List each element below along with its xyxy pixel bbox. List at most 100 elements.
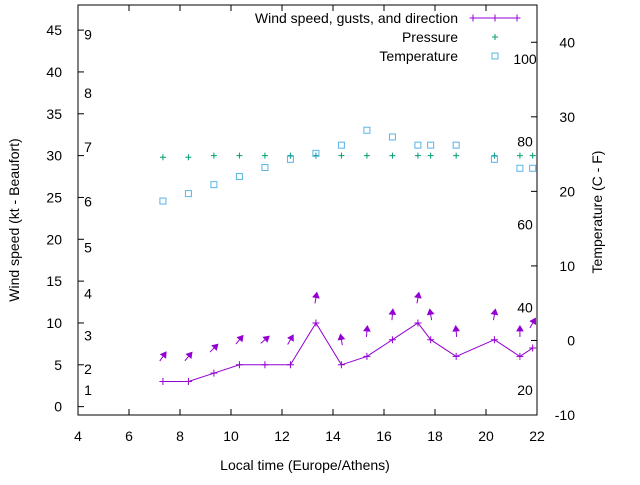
fahrenheit-label: 40 — [517, 299, 533, 315]
beaufort-label: 2 — [84, 361, 92, 377]
y-left-tick-label: 15 — [46, 273, 62, 289]
temperature-point — [210, 181, 218, 189]
wind-point — [210, 369, 218, 377]
wind-direction-arrowhead — [490, 308, 499, 316]
temperature-point — [363, 126, 371, 134]
x-tick-label: 12 — [274, 428, 290, 444]
temperature-point — [235, 172, 243, 180]
x-tick-label: 20 — [478, 428, 494, 444]
plot-frame — [77, 4, 538, 416]
legend-label: Wind speed, gusts, and direction — [255, 10, 458, 26]
x-tick-label: 14 — [325, 428, 341, 444]
y-right-tick-label: 40 — [559, 34, 575, 50]
beaufort-label: 9 — [84, 26, 92, 42]
wind-point — [529, 344, 537, 352]
fahrenheit-label: 20 — [517, 382, 533, 398]
y-left-tick-label: 40 — [46, 64, 62, 80]
legend-label: Temperature — [379, 48, 458, 64]
y-axis-right-label: Temperature (C - F) — [589, 151, 605, 274]
pressure-point — [236, 152, 243, 159]
y-right-tick-label: -10 — [555, 407, 575, 423]
temperature-point — [388, 133, 396, 141]
legend-wind-swatch-start — [469, 14, 477, 22]
y-left-tick-label: 30 — [46, 148, 62, 164]
beaufort-label: 3 — [84, 328, 92, 344]
y-right-tick-label: 10 — [559, 258, 575, 274]
wind-point — [312, 319, 320, 327]
wind-direction-arrowhead — [236, 334, 244, 343]
wind-direction-arrowhead — [388, 308, 397, 316]
x-tick-label: 10 — [223, 428, 239, 444]
y-axis-left-label: Wind speed (kt - Beaufort) — [6, 138, 22, 301]
y-left-tick-label: 35 — [46, 106, 62, 122]
wind-point — [184, 378, 192, 386]
y-right-tick-label: 0 — [567, 332, 575, 348]
pressure-point — [529, 152, 536, 159]
temperature-point — [529, 164, 537, 172]
temperature-point — [516, 164, 524, 172]
pressure-point — [312, 152, 319, 159]
wind-direction-arrowhead — [337, 333, 346, 341]
pressure-point — [261, 152, 268, 159]
temperature-point — [452, 141, 460, 149]
wind-direction-arrowhead — [426, 308, 435, 316]
temperature-point — [337, 141, 345, 149]
wind-direction-arrowhead — [312, 291, 320, 299]
pressure-point — [287, 152, 294, 159]
pressure-point — [185, 154, 192, 161]
legend-wind-swatch-end — [513, 14, 521, 22]
x-axis-label: Local time (Europe/Athens) — [220, 457, 390, 473]
wind-point — [516, 352, 524, 360]
legend-label: Pressure — [402, 29, 458, 45]
wind-direction-arrowhead — [452, 324, 461, 332]
beaufort-label: 1 — [84, 382, 92, 398]
pressure-point — [453, 152, 460, 159]
wind-direction-arrowhead — [159, 351, 167, 359]
wind-point — [452, 352, 460, 360]
wind-point — [337, 361, 345, 369]
y-left-tick-label: 25 — [46, 189, 62, 205]
beaufort-label: 4 — [84, 286, 92, 302]
beaufort-label: 5 — [84, 240, 92, 256]
temperature-point — [312, 149, 320, 157]
x-tick-label: 18 — [427, 428, 443, 444]
beaufort-label: 6 — [84, 194, 92, 210]
y-right-tick-label: 30 — [559, 109, 575, 125]
pressure-point — [363, 152, 370, 159]
wind-point — [286, 361, 294, 369]
temperature-point — [427, 141, 435, 149]
wind-direction-arrowhead — [529, 317, 537, 326]
pressure-point — [427, 152, 434, 159]
x-tick-label: 22 — [529, 428, 545, 444]
x-tick-label: 8 — [176, 428, 184, 444]
beaufort-label: 7 — [84, 139, 92, 155]
wind-direction-arrowhead — [414, 291, 422, 299]
wind-point — [490, 336, 498, 344]
wind-point — [427, 336, 435, 344]
wind-direction-arrowhead — [516, 324, 524, 332]
temperature-point — [184, 190, 192, 198]
wind-point — [388, 336, 396, 344]
pressure-point — [210, 152, 217, 159]
fahrenheit-label: 80 — [517, 134, 533, 150]
y-left-tick-label: 0 — [54, 399, 62, 415]
wind-point — [261, 361, 269, 369]
y-left-tick-label: 10 — [46, 315, 62, 331]
y-right-tick-label: 20 — [559, 183, 575, 199]
fahrenheit-label: 100 — [513, 51, 537, 67]
y-left-tick-label: 5 — [54, 357, 62, 373]
temperature-point — [261, 164, 269, 172]
wind-direction-arrowhead — [211, 343, 219, 351]
temperature-point — [414, 141, 422, 149]
pressure-point — [159, 154, 166, 161]
y-left-tick-label: 45 — [46, 22, 62, 38]
fahrenheit-label: 60 — [517, 216, 533, 232]
x-tick-label: 6 — [125, 428, 133, 444]
wind-direction-arrowhead — [185, 351, 193, 360]
y-left-tick-label: 20 — [46, 231, 62, 247]
beaufort-label: 8 — [84, 85, 92, 101]
pressure-point — [414, 152, 421, 159]
wind-direction-arrowhead — [287, 334, 294, 342]
